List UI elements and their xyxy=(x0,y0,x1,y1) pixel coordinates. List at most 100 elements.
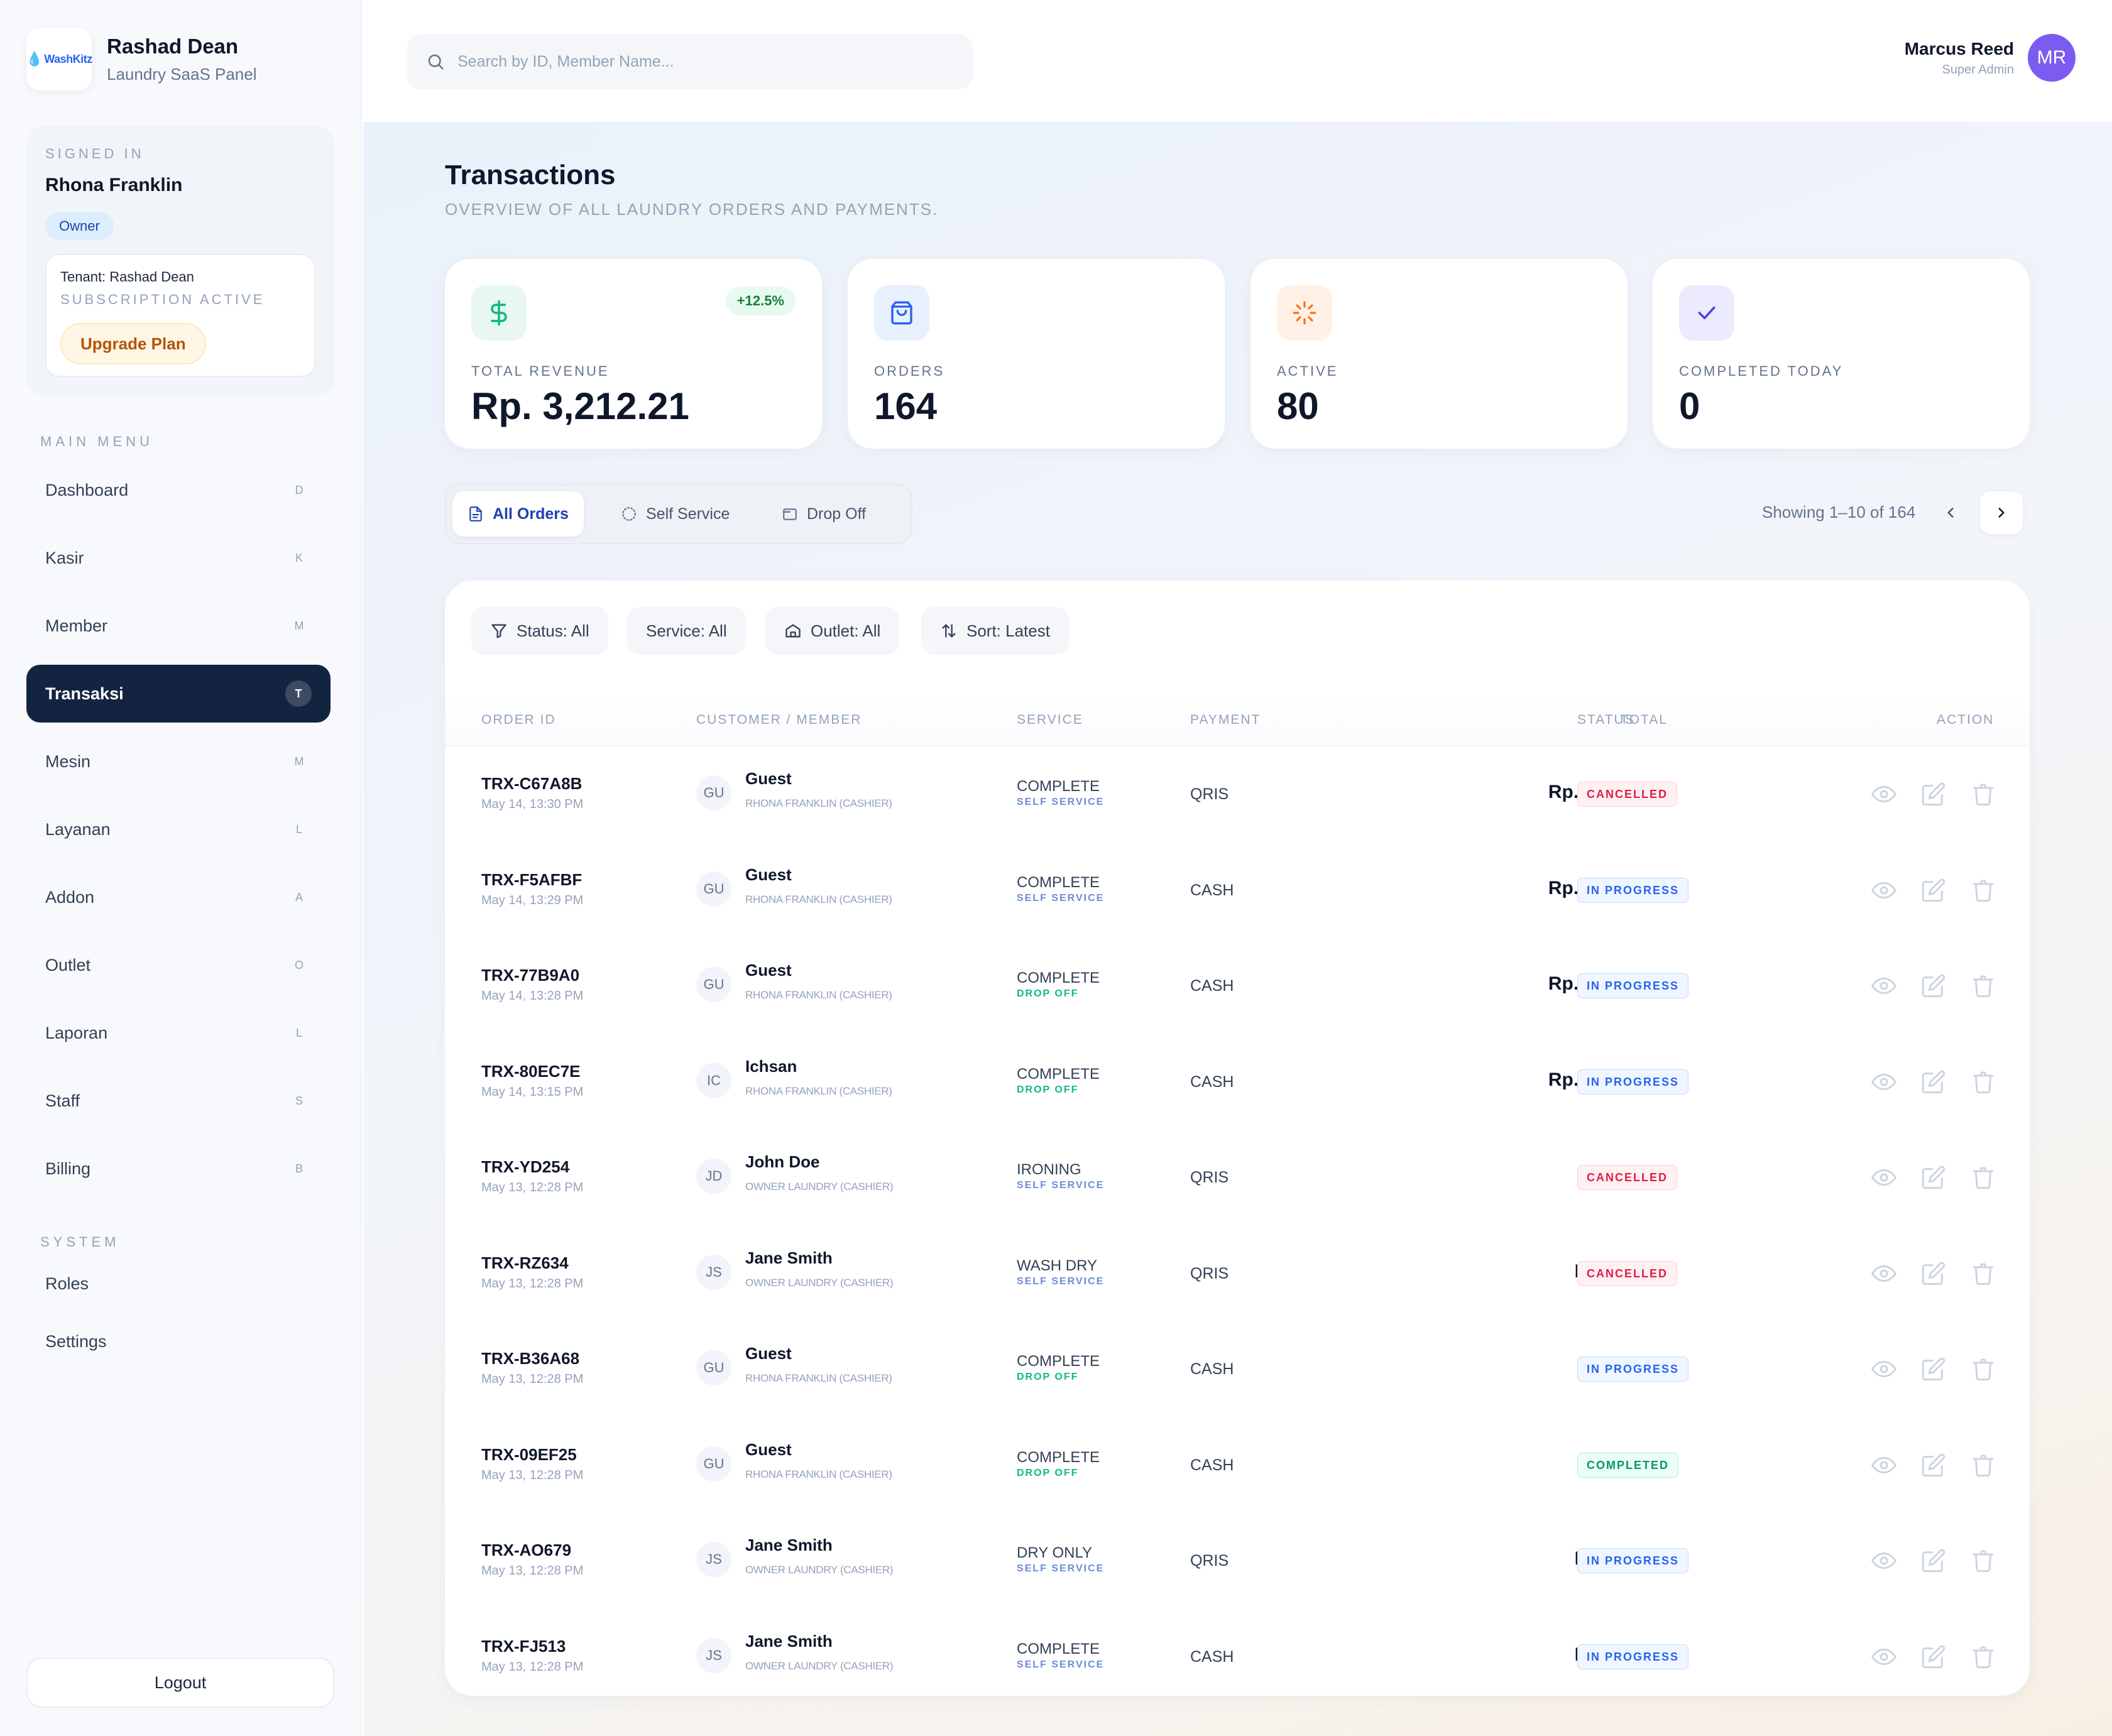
sidebar-item-addon[interactable]: Addon A xyxy=(26,868,331,926)
order-date: May 14, 13:29 PM xyxy=(481,893,584,907)
customer-name: Guest xyxy=(745,1344,792,1363)
view-icon[interactable] xyxy=(1871,1261,1896,1286)
sidebar-item-dashboard[interactable]: Dashboard D xyxy=(26,461,331,519)
edit-icon[interactable] xyxy=(1921,1165,1946,1190)
delete-icon[interactable] xyxy=(1971,973,1996,998)
edit-icon[interactable] xyxy=(1921,878,1946,903)
sidebar-item-member[interactable]: Member M xyxy=(26,597,331,655)
sidebar-item-roles[interactable]: Roles xyxy=(45,1274,89,1293)
search-icon xyxy=(428,54,444,70)
top-header: Search by ID, Member Name... Marcus Reed… xyxy=(363,0,2112,122)
sidebar-item-label: Outlet xyxy=(45,955,91,974)
shortcut-key: M xyxy=(294,755,304,768)
dollar-icon xyxy=(471,285,527,341)
view-icon[interactable] xyxy=(1871,1453,1896,1478)
delete-icon[interactable] xyxy=(1971,782,1996,807)
status-filter[interactable]: Status: All xyxy=(471,607,608,655)
table-row[interactable]: TRX-F5AFBF May 14, 13:29 PM GU Guest RHONA F… xyxy=(445,843,2030,938)
view-icon[interactable] xyxy=(1871,782,1896,807)
tab-all-orders[interactable]: All Orders xyxy=(452,491,584,537)
table-row[interactable]: TRX-09EF25 May 13, 12:28 PM GU Guest RHONA F… xyxy=(445,1417,2030,1513)
column-payment: PAYMENT xyxy=(1190,712,1261,727)
table-row[interactable]: TRX-RZ634 May 13, 12:28 PM JS Jane Smith OWN… xyxy=(445,1226,2030,1321)
delete-icon[interactable] xyxy=(1971,878,1996,903)
edit-icon[interactable] xyxy=(1921,1548,1946,1573)
sidebar-item-mesin[interactable]: Mesin M xyxy=(26,733,331,790)
sidebar-item-billing[interactable]: Billing B xyxy=(26,1140,331,1198)
sidebar-item-label: Dashboard xyxy=(45,480,129,500)
stat-card-active: ACTIVE 80 xyxy=(1250,259,1628,449)
view-icon[interactable] xyxy=(1871,973,1896,998)
delete-icon[interactable] xyxy=(1971,1069,1996,1095)
tab-drop-off[interactable]: Drop Off xyxy=(767,491,881,537)
avatar[interactable]: MR xyxy=(2028,34,2076,82)
service-name: COMPLETE xyxy=(1017,1065,1100,1083)
sort-icon xyxy=(942,624,956,638)
view-icon[interactable] xyxy=(1871,1548,1896,1573)
delete-icon[interactable] xyxy=(1971,1644,1996,1669)
view-icon[interactable] xyxy=(1871,1357,1896,1382)
sidebar-item-layanan[interactable]: Layanan L xyxy=(26,800,331,858)
view-icon[interactable] xyxy=(1871,1165,1896,1190)
order-id: TRX-YD254 xyxy=(481,1157,570,1176)
user-menu[interactable]: Marcus Reed Super Admin MR xyxy=(1905,34,2076,82)
customer-name: Ichsan xyxy=(745,1056,797,1076)
edit-icon[interactable] xyxy=(1921,1644,1946,1669)
sidebar-item-label: Laporan xyxy=(45,1023,108,1042)
delete-icon[interactable] xyxy=(1971,1453,1996,1478)
brand: 💧 WashKitz Rashad Dean Laundry SaaS Panel xyxy=(26,28,257,90)
service-name: COMPLETE xyxy=(1017,969,1100,986)
order-date: May 13, 12:28 PM xyxy=(481,1276,584,1291)
delete-icon[interactable] xyxy=(1971,1165,1996,1190)
signed-in-label: SIGNED IN xyxy=(45,146,145,161)
table-row[interactable]: TRX-77B9A0 May 14, 13:28 PM GU Guest RHONA F… xyxy=(445,938,2030,1034)
water-drop-icon: 💧 xyxy=(26,51,43,67)
search-input[interactable]: Search by ID, Member Name... xyxy=(407,34,973,89)
delete-icon[interactable] xyxy=(1971,1261,1996,1286)
stat-card-orders: ORDERS 164 xyxy=(848,259,1225,449)
sidebar-item-settings[interactable]: Settings xyxy=(45,1332,107,1351)
tab-self-service[interactable]: Self Service xyxy=(606,491,745,537)
edit-icon[interactable] xyxy=(1921,1261,1946,1286)
status-badge: IN PROGRESS xyxy=(1577,1548,1689,1573)
chevron-right-icon xyxy=(1998,508,2005,518)
view-icon[interactable] xyxy=(1871,878,1896,903)
sidebar-item-laporan[interactable]: Laporan L xyxy=(26,1004,331,1062)
delete-icon[interactable] xyxy=(1971,1548,1996,1573)
service-filter[interactable]: Service: All xyxy=(627,607,746,655)
sort-filter[interactable]: Sort: Latest xyxy=(921,607,1069,655)
next-page-button[interactable] xyxy=(1980,491,2023,534)
service-type: SELF SERVICE xyxy=(1017,1275,1105,1287)
table-row[interactable]: TRX-YD254 May 13, 12:28 PM JD John Doe OWNER… xyxy=(445,1130,2030,1225)
sidebar-item-outlet[interactable]: Outlet O xyxy=(26,936,331,994)
delete-icon[interactable] xyxy=(1971,1357,1996,1382)
edit-icon[interactable] xyxy=(1921,782,1946,807)
sidebar-item-transaksi[interactable]: Transaksi T xyxy=(26,665,331,723)
sidebar-item-label: Staff xyxy=(45,1091,80,1110)
previous-page-button[interactable] xyxy=(1929,491,1972,534)
table-row[interactable]: TRX-80EC7E May 14, 13:15 PM IC Ichsan RHONA … xyxy=(445,1034,2030,1130)
edit-icon[interactable] xyxy=(1921,1069,1946,1095)
edit-icon[interactable] xyxy=(1921,1357,1946,1382)
order-date: May 13, 12:28 PM xyxy=(481,1659,584,1674)
table-row[interactable]: TRX-B36A68 May 13, 12:28 PM GU Guest RHONA F… xyxy=(445,1321,2030,1417)
view-icon[interactable] xyxy=(1871,1069,1896,1095)
sidebar-item-kasir[interactable]: Kasir K xyxy=(26,529,331,587)
stat-label: ORDERS xyxy=(874,363,945,379)
edit-icon[interactable] xyxy=(1921,1453,1946,1478)
order-id: TRX-F5AFBF xyxy=(481,870,583,889)
edit-icon[interactable] xyxy=(1921,973,1946,998)
customer-avatar: IC xyxy=(696,1062,731,1098)
logout-button[interactable]: Logout xyxy=(26,1657,334,1708)
brand-logo[interactable]: 💧 WashKitz xyxy=(26,28,92,90)
cashier-name: OWNER LAUNDRY (CASHIER) xyxy=(745,1564,894,1576)
table-row[interactable]: TRX-C67A8B May 14, 13:30 PM GU Guest RHONA F… xyxy=(445,746,2030,842)
table-row[interactable]: TRX-FJ513 May 13, 12:28 PM JS Jane Smith OWN… xyxy=(445,1609,2030,1705)
table-row[interactable]: TRX-AO679 May 13, 12:28 PM JS Jane Smith OWN… xyxy=(445,1513,2030,1608)
sidebar-item-staff[interactable]: Staff S xyxy=(26,1072,331,1130)
outlet-filter[interactable]: Outlet: All xyxy=(765,607,900,655)
stat-value: 80 xyxy=(1277,385,1319,427)
upgrade-plan-button[interactable]: Upgrade Plan xyxy=(60,323,206,364)
customer-name: Guest xyxy=(745,961,792,980)
view-icon[interactable] xyxy=(1871,1644,1896,1669)
